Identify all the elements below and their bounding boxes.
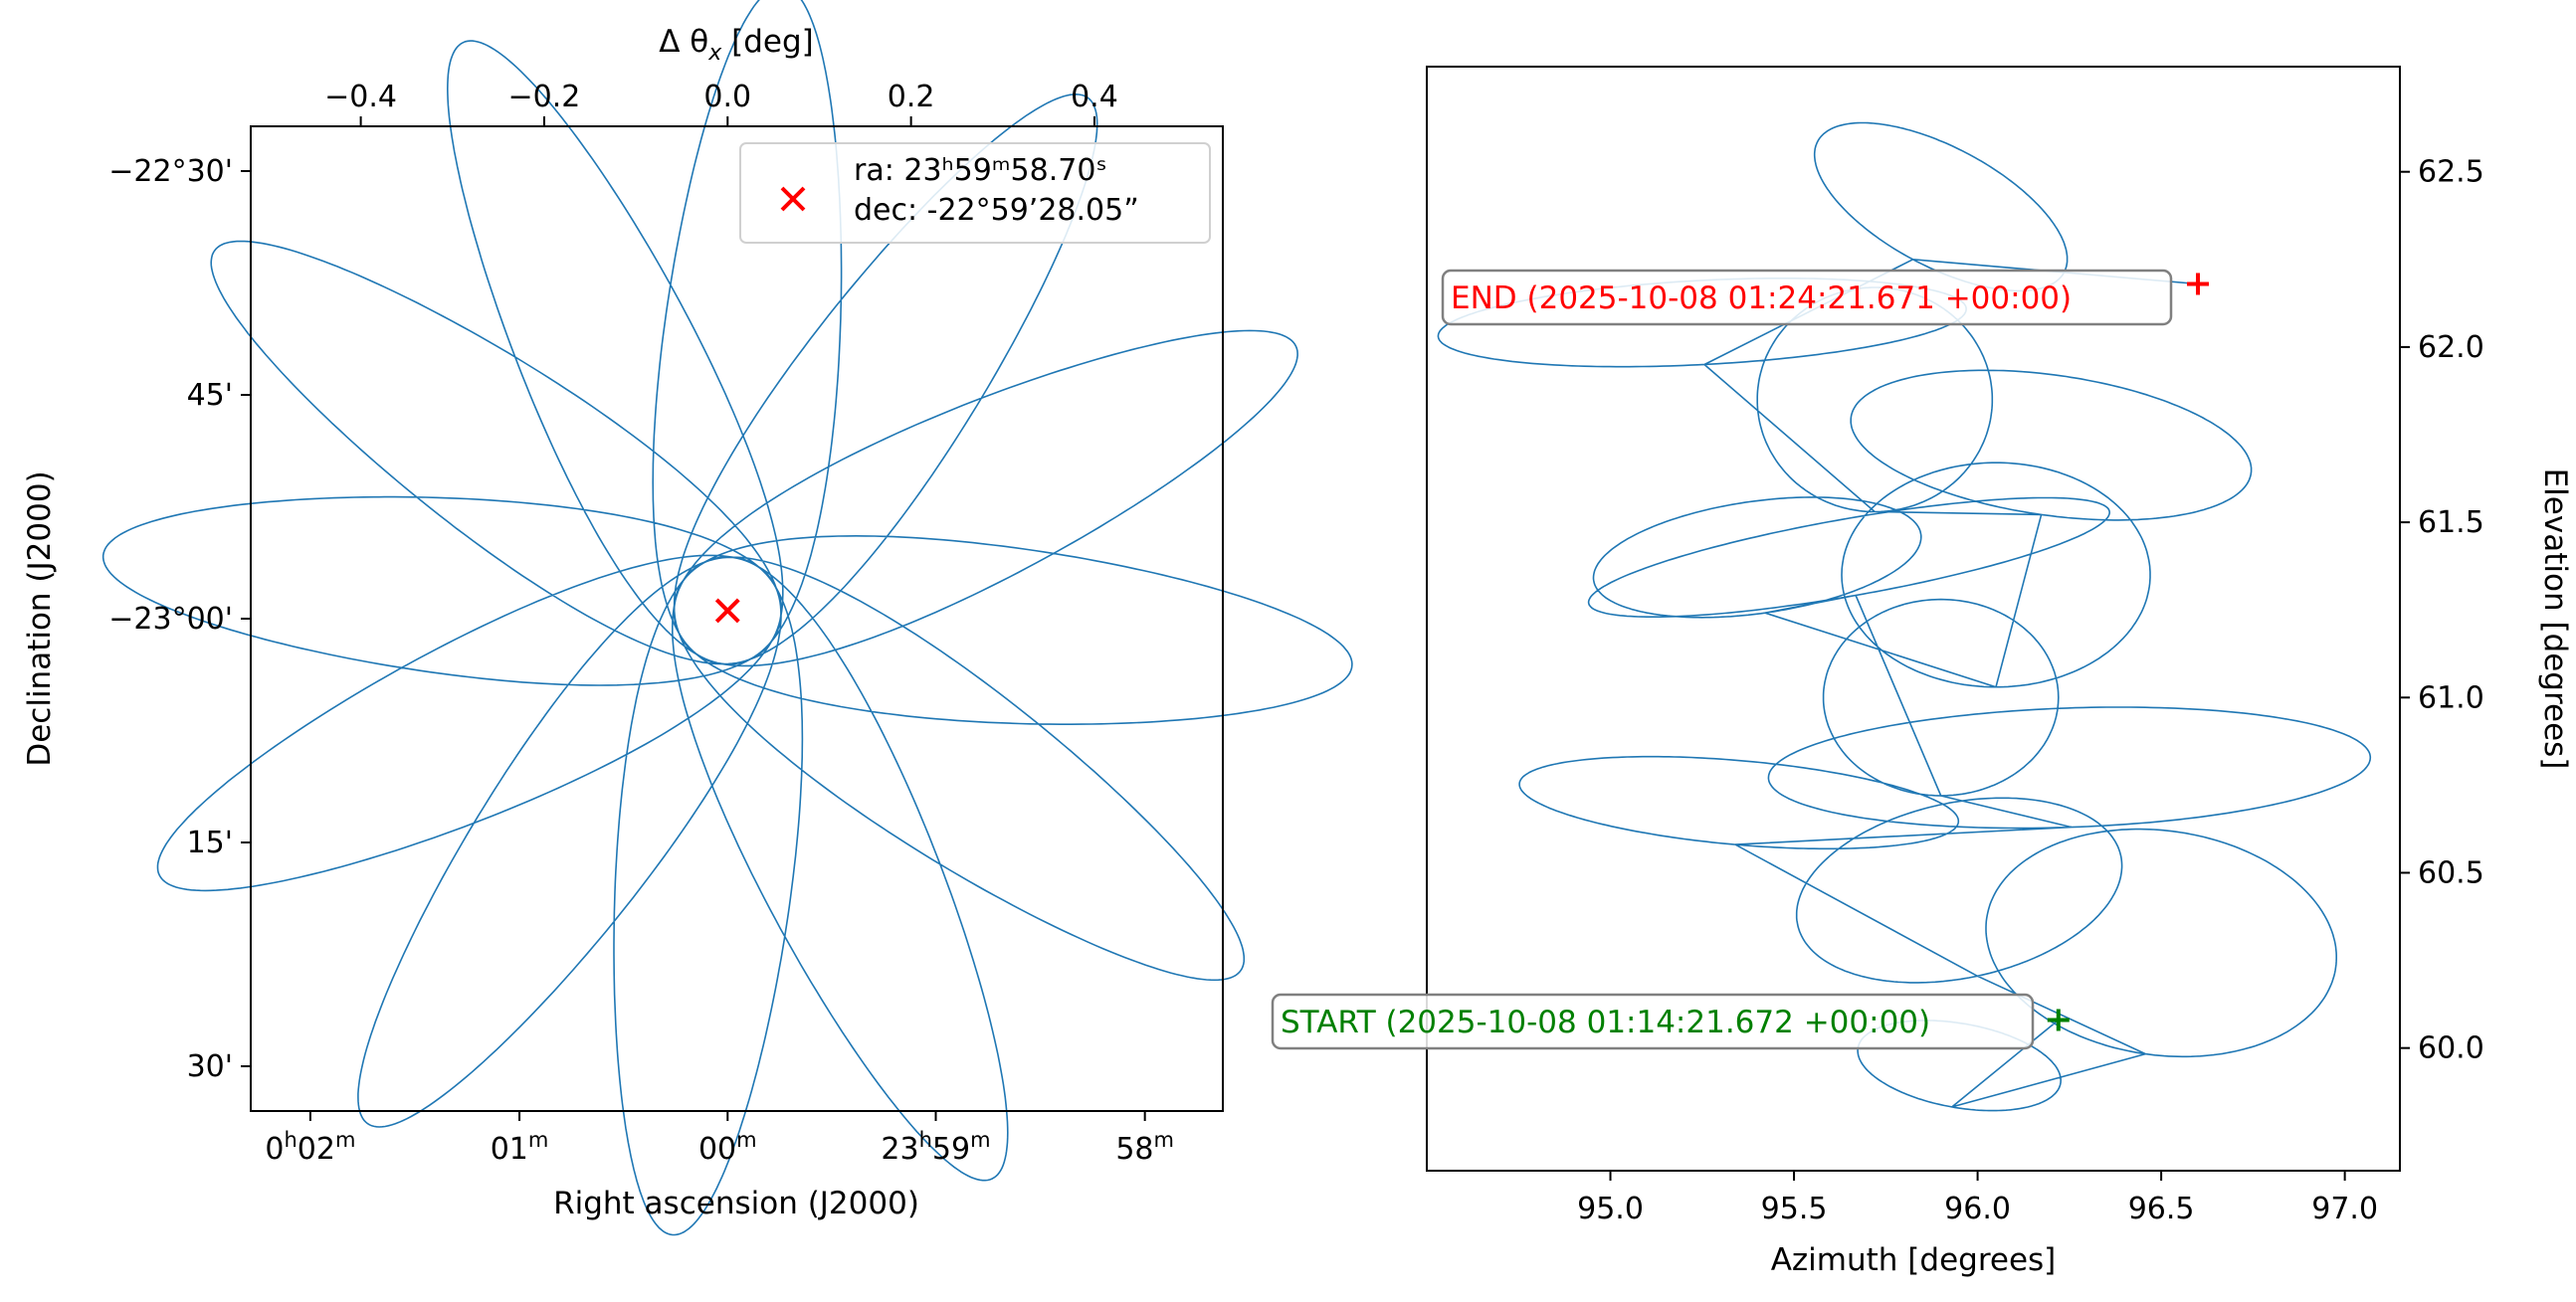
horizon-y-tick-label: 62.5 (2418, 155, 2484, 190)
sky-y-axis-label: Declination (J2000) (22, 470, 58, 766)
start-label: START (2025-10-08 01:14:21.672 +00:00) (1281, 1005, 1930, 1040)
sky-top-tick-label: 0.2 (888, 80, 935, 114)
sky-track-line (101, 0, 1353, 1236)
sky-y-tick-label: 15' (187, 826, 233, 860)
horizon-x-tick-label: 96.5 (2128, 1192, 2195, 1226)
horizon-y-ticks: 60.0 60.5 61.0 61.5 62.0 62.5 (2400, 155, 2484, 1066)
horizon-x-tick-label: 95.5 (1761, 1192, 1828, 1226)
sky-legend-box (739, 142, 1211, 244)
start-label-box (1271, 993, 2035, 1050)
sky-x-tick-label: 00m (698, 1128, 757, 1167)
sky-x-tick-label: 23h59m (881, 1128, 990, 1167)
sky-y-ticks: −22°30' 45' −23°00' 15' 30' (108, 154, 251, 1084)
sky-x-axis-label: Right ascension (J2000) (553, 1186, 919, 1221)
legend-marker-icon (780, 186, 806, 212)
end-label-box (1441, 269, 2173, 326)
legend-dec-label: dec: -22°59’28.05” (854, 193, 1139, 228)
horizon-x-ticks: 95.0 95.5 96.0 96.5 97.0 (1577, 1171, 2378, 1226)
horizon-axes-frame (1426, 66, 2401, 1172)
sky-x-tick-label: 01m (491, 1128, 549, 1167)
sky-x-ticks: 0h02m 01m 00m 23h59m 58m (265, 1111, 1174, 1167)
horizon-track-line (1437, 121, 2372, 1112)
end-label: END (2025-10-08 01:24:21.671 +00:00) (1451, 280, 2072, 316)
sky-y-tick-label: 45' (187, 378, 233, 413)
horizon-x-tick-label: 96.0 (1944, 1192, 2011, 1226)
sky-y-tick-label: 30' (187, 1049, 233, 1084)
horizon-y-tick-label: 60.5 (2418, 855, 2484, 890)
horizon-x-axis-label: Azimuth [degrees] (1771, 1242, 2057, 1278)
horizon-track-group (1437, 121, 2372, 1112)
end-marker-icon (2187, 273, 2210, 295)
legend-ra-label: ra: 23ʰ59ᵐ58.70ˢ (854, 153, 1107, 188)
start-marker-icon (2047, 1009, 2070, 1031)
sky-y-tick-label: −22°30' (108, 154, 233, 189)
horizon-x-tick-label: 95.0 (1577, 1192, 1644, 1226)
sky-top-ticks: −0.4 −0.2 0.0 0.2 0.4 (324, 80, 1118, 126)
horizon-y-tick-label: 60.0 (2418, 1031, 2484, 1066)
horizon-x-tick-label: 97.0 (2311, 1192, 2378, 1226)
sky-panel: ra: 23ʰ59ᵐ58.70ˢ dec: -22°59’28.05” −22°… (22, 0, 1353, 1236)
horizon-y-axis-label: Elevation [degrees] (2537, 468, 2573, 770)
horizon-y-tick-label: 61.0 (2418, 680, 2484, 715)
sky-top-tick-label: 0.0 (703, 80, 751, 114)
sky-x-tick-label: 58m (1115, 1128, 1174, 1167)
sky-top-tick-label: −0.2 (508, 80, 581, 114)
sky-top-tick-label: 0.4 (1071, 80, 1118, 114)
sky-x-tick-label: 0h02m (265, 1128, 355, 1167)
horizon-panel: 60.0 60.5 61.0 61.5 62.0 62.5 95.0 95.5 96.0 96.… (1271, 66, 2573, 1278)
sky-top-axis-label: Δ θx [deg] (659, 24, 814, 66)
sky-track-group (101, 0, 1353, 1236)
source-marker-stroke (714, 598, 740, 624)
sky-top-tick-label: −0.4 (324, 80, 397, 114)
source-marker-icon (714, 598, 740, 624)
horizon-y-tick-label: 61.5 (2418, 505, 2484, 540)
horizon-y-tick-label: 62.0 (2418, 330, 2484, 365)
sky-y-tick-label: −23°00' (108, 602, 233, 637)
